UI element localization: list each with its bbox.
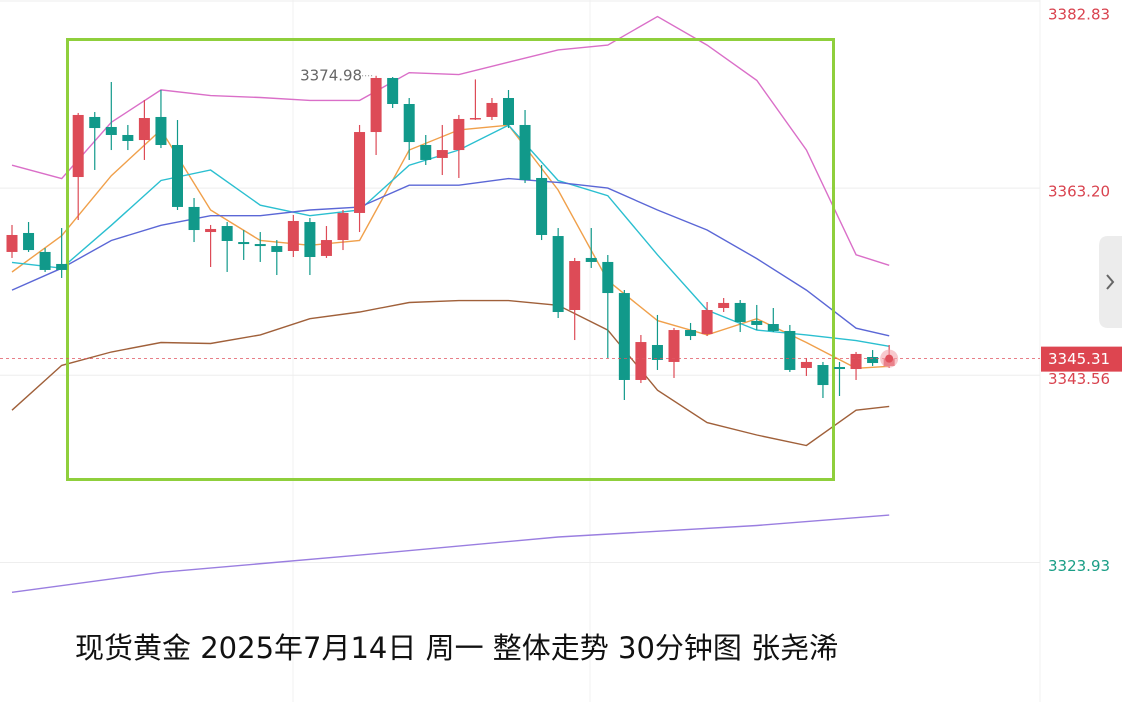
candle-body (486, 102, 498, 117)
high-marker-label: 3374.98 (300, 66, 362, 84)
candle-body (800, 361, 812, 368)
candle-body (155, 116, 167, 145)
candle-body (89, 116, 101, 129)
last-price-dot (885, 354, 894, 363)
chevron-icon[interactable] (1106, 274, 1115, 290)
candle-body (254, 244, 266, 247)
candle-body (403, 104, 415, 143)
last-price-tag (1041, 346, 1122, 372)
candle-body (370, 77, 382, 133)
candle-body (834, 367, 845, 370)
candle-body (635, 342, 647, 380)
candle-body (503, 97, 514, 125)
y-tick-label: 3382.83 (1048, 6, 1110, 24)
candle-body (172, 144, 183, 207)
candle-body (56, 263, 68, 270)
candle-body (585, 257, 597, 262)
y-tick-label: 3343.56 (1048, 370, 1110, 388)
candle-body (701, 310, 713, 335)
candle-body (453, 118, 465, 151)
candle-body (602, 261, 614, 294)
last-price-label: 3345.31 (1048, 350, 1110, 368)
candle-body (354, 132, 366, 213)
candle-body (72, 114, 84, 178)
candle-body (436, 150, 448, 158)
candle-body (287, 220, 299, 252)
highlight-box (66, 38, 835, 481)
indicator-line (11, 514, 890, 593)
candle-body (39, 251, 51, 270)
candle-body (850, 353, 862, 370)
side-expand-button[interactable] (1099, 236, 1122, 328)
candle-body (138, 118, 150, 141)
candle-body (205, 228, 217, 233)
indicator-line (11, 124, 890, 347)
indicator-lines (11, 15, 890, 593)
side-tab[interactable] (1099, 236, 1122, 328)
indicator-line (11, 177, 890, 337)
candle-body (105, 126, 117, 135)
overlay: 3374.98 3345.31 (0, 66, 1122, 372)
candle-body (767, 324, 779, 331)
candle-body (867, 357, 879, 364)
candle-body (122, 134, 134, 141)
candle-body (469, 118, 481, 120)
candle-body (23, 232, 35, 251)
candle-body (320, 240, 332, 256)
y-tick-label: 3323.93 (1048, 557, 1110, 575)
candle-body (751, 320, 763, 325)
candle-body (519, 124, 531, 180)
candle-body (337, 212, 349, 241)
candle-body (685, 330, 697, 337)
candle-body (420, 144, 432, 160)
indicator-line (11, 299, 890, 447)
candle-body (552, 236, 564, 313)
candle-body (238, 242, 250, 245)
candle-body (387, 77, 399, 105)
candle-body (784, 330, 796, 370)
candle-body (6, 234, 18, 252)
y-tick-label: 3363.20 (1048, 183, 1110, 201)
candle-body (304, 222, 316, 258)
candle-body (668, 330, 680, 362)
indicator-line (11, 124, 890, 370)
candle-body (569, 261, 581, 311)
candle-body (651, 344, 663, 360)
candle-body (718, 302, 730, 309)
caption: 现货黄金 2025年7月14日 周一 整体走势 30分钟图 张尧浠 (75, 631, 838, 665)
candle-body (188, 206, 200, 231)
candle-body (221, 226, 233, 241)
candles (6, 75, 895, 400)
candle-body (618, 293, 630, 380)
candle-body (536, 177, 548, 235)
candle-body (734, 302, 746, 323)
candle-body (817, 365, 829, 386)
indicator-line (11, 15, 890, 266)
candle-body (271, 246, 283, 252)
